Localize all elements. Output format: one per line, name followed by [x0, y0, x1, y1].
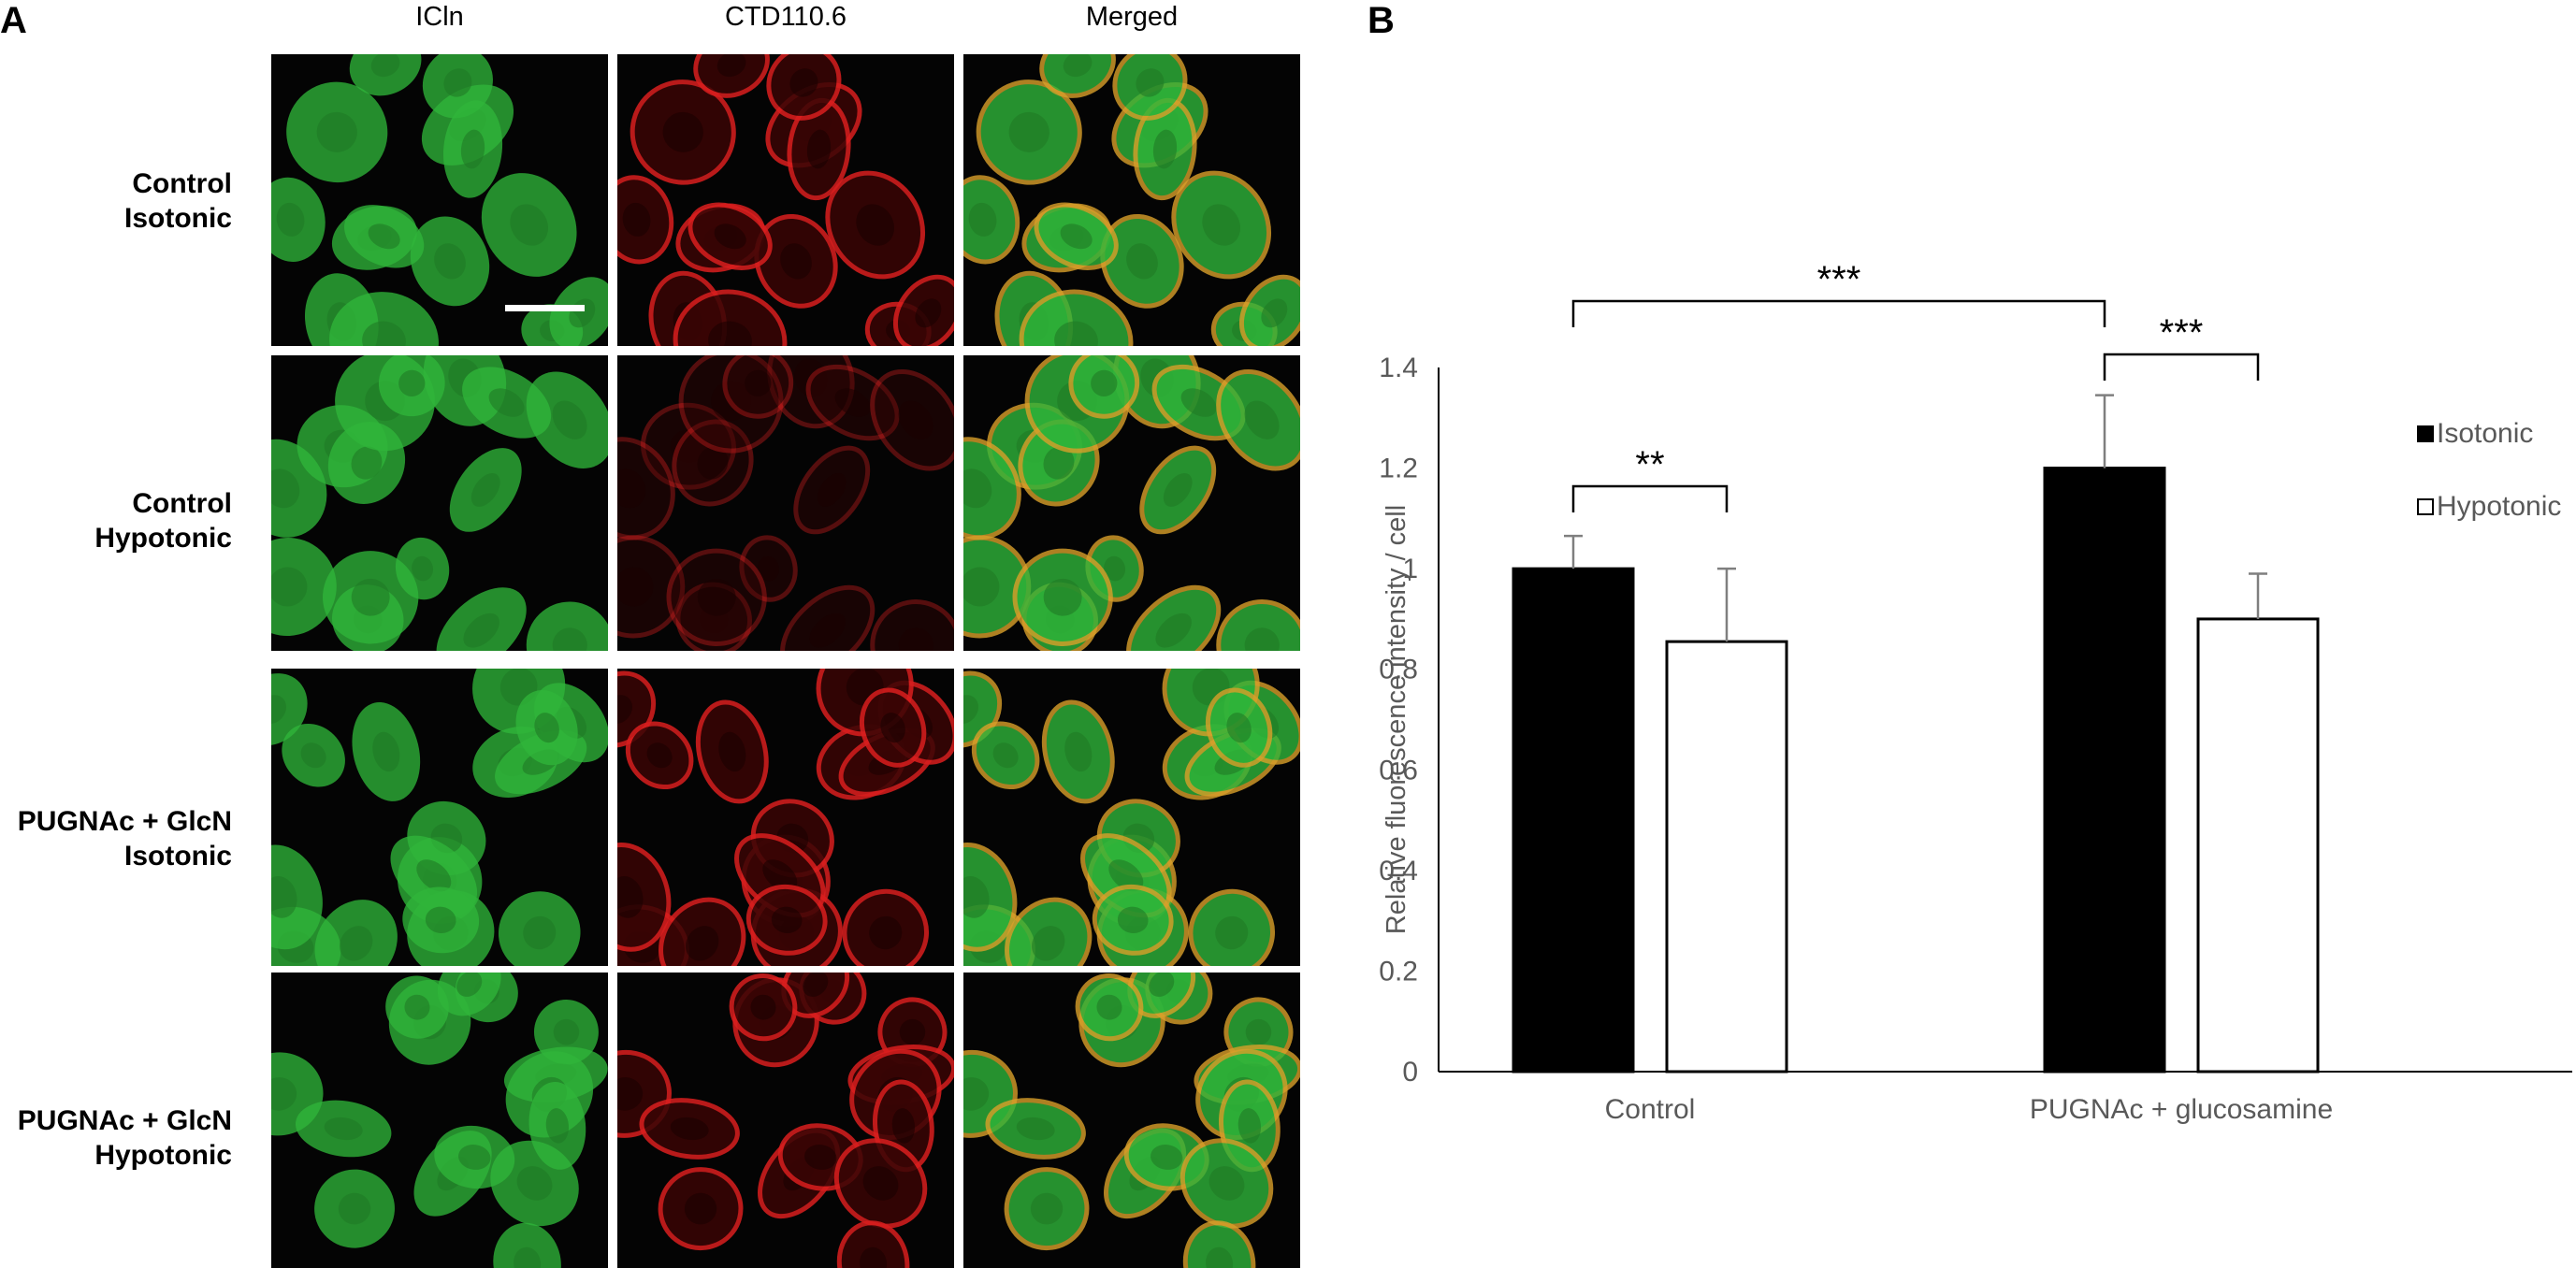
- micrograph-ctd110-row-2: [617, 355, 954, 651]
- significance-isotonic-label: ***: [1817, 259, 1861, 300]
- micrograph-merged-row-3: [963, 669, 1300, 966]
- y-tick-label: 0: [1402, 1057, 1418, 1088]
- row-label-pugnac-hypotonic: PUGNAc + GlcN Hypotonic: [0, 1103, 232, 1173]
- column-header-icln: ICln: [415, 2, 464, 32]
- significance-pugnac-label: ***: [2160, 312, 2204, 353]
- row-label-line1: Control: [132, 168, 232, 199]
- micrograph-icln-row-3: [271, 669, 608, 966]
- micrograph-ctd110-row-3: [617, 669, 954, 966]
- column-header-ctd110: CTD110.6: [724, 2, 847, 32]
- bar-hypotonic-2: [2196, 617, 2320, 1073]
- x-category-label: Control: [1605, 1094, 1696, 1125]
- scale-bar: [505, 305, 585, 311]
- row-label-line1: PUGNAc + GlcN: [17, 806, 232, 837]
- bar-chart: 0 0.2 0.4 0.6 0.8 1 1.2 1.4 Relative fluorescenc…: [1379, 259, 2572, 1125]
- bar-isotonic-1: [1512, 567, 1635, 1073]
- micrograph-merged-row-1: [963, 54, 1300, 346]
- significance-control-label: **: [1635, 444, 1664, 485]
- y-tick-label: 1: [1402, 554, 1418, 584]
- y-tick-label: 0.2: [1379, 956, 1418, 987]
- legend-label-isotonic: Isotonic: [2437, 418, 2533, 449]
- panel-b-letter: B: [1368, 0, 1395, 41]
- bar-hypotonic-1: [1665, 640, 1788, 1073]
- row-label-line2: Hypotonic: [94, 523, 232, 554]
- row-label-control-isotonic: Control Isotonic: [0, 166, 232, 236]
- x-category-label: PUGNAc + glucosamine: [2030, 1094, 2333, 1125]
- row-label-control-hypotonic: Control Hypotonic: [0, 486, 232, 555]
- row-label-pugnac-isotonic: PUGNAc + GlcN Isotonic: [0, 804, 232, 873]
- micrograph-merged-row-2: [963, 355, 1300, 651]
- significance-pugnac-bracket: [2103, 353, 2260, 381]
- y-tick-label: 1.2: [1379, 454, 1418, 484]
- y-axis-title: Relative fluorescence intensity / cell: [1382, 505, 1411, 934]
- panel-a-letter: A: [0, 0, 27, 41]
- legend-label-hypotonic: Hypotonic: [2437, 491, 2561, 522]
- y-tick-label: 0.8: [1379, 655, 1418, 685]
- significance-isotonic-bracket: [1571, 299, 2106, 327]
- micrograph-merged-row-4: [963, 973, 1300, 1268]
- significance-control-bracket: [1571, 484, 1729, 512]
- y-tick-label: 0.6: [1379, 755, 1418, 785]
- legend-swatch-isotonic: [2417, 425, 2434, 442]
- column-header-merged: Merged: [1085, 2, 1179, 32]
- micrograph-icln-row-4: [271, 973, 608, 1268]
- y-tick-label: 1.4: [1379, 353, 1418, 383]
- row-label-line1: Control: [132, 488, 232, 519]
- legend-swatch-hypotonic: [2417, 498, 2434, 515]
- micrograph-icln-row-1: [271, 54, 608, 346]
- row-label-line2: Isotonic: [123, 203, 232, 234]
- bar-isotonic-2: [2043, 467, 2166, 1073]
- micrograph-icln-row-2: [271, 355, 608, 651]
- micrograph-ctd110-row-1: [617, 54, 954, 346]
- y-tick-label: 0.4: [1379, 856, 1418, 886]
- row-label-line1: PUGNAc + GlcN: [17, 1105, 232, 1136]
- micrograph-ctd110-row-4: [617, 973, 954, 1268]
- row-label-line2: Hypotonic: [94, 1140, 232, 1171]
- row-label-line2: Isotonic: [123, 841, 232, 872]
